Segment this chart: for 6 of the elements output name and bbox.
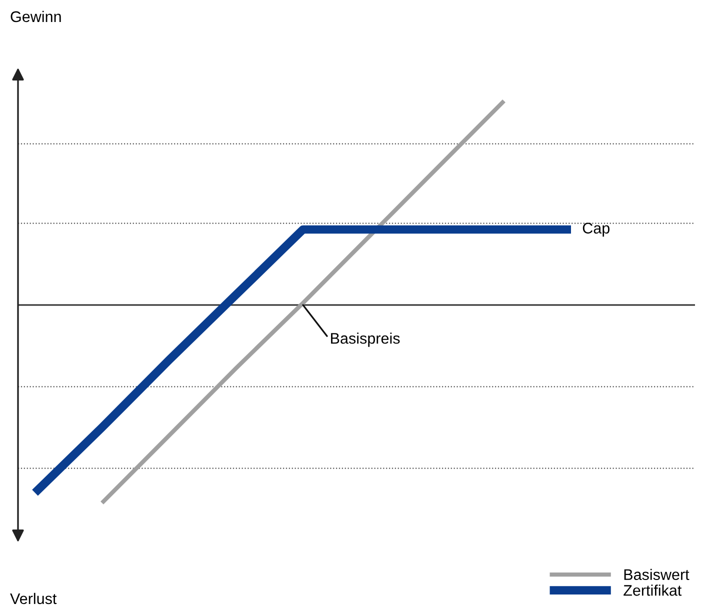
annotation: Basispreis (331, 332, 400, 347)
legend-label: Zertifikat (624, 584, 682, 596)
text: Verlust (10, 592, 57, 604)
legend-label: Basiswert (624, 568, 690, 580)
text: Gewinn (10, 10, 61, 22)
annotation: Cap (582, 222, 610, 237)
